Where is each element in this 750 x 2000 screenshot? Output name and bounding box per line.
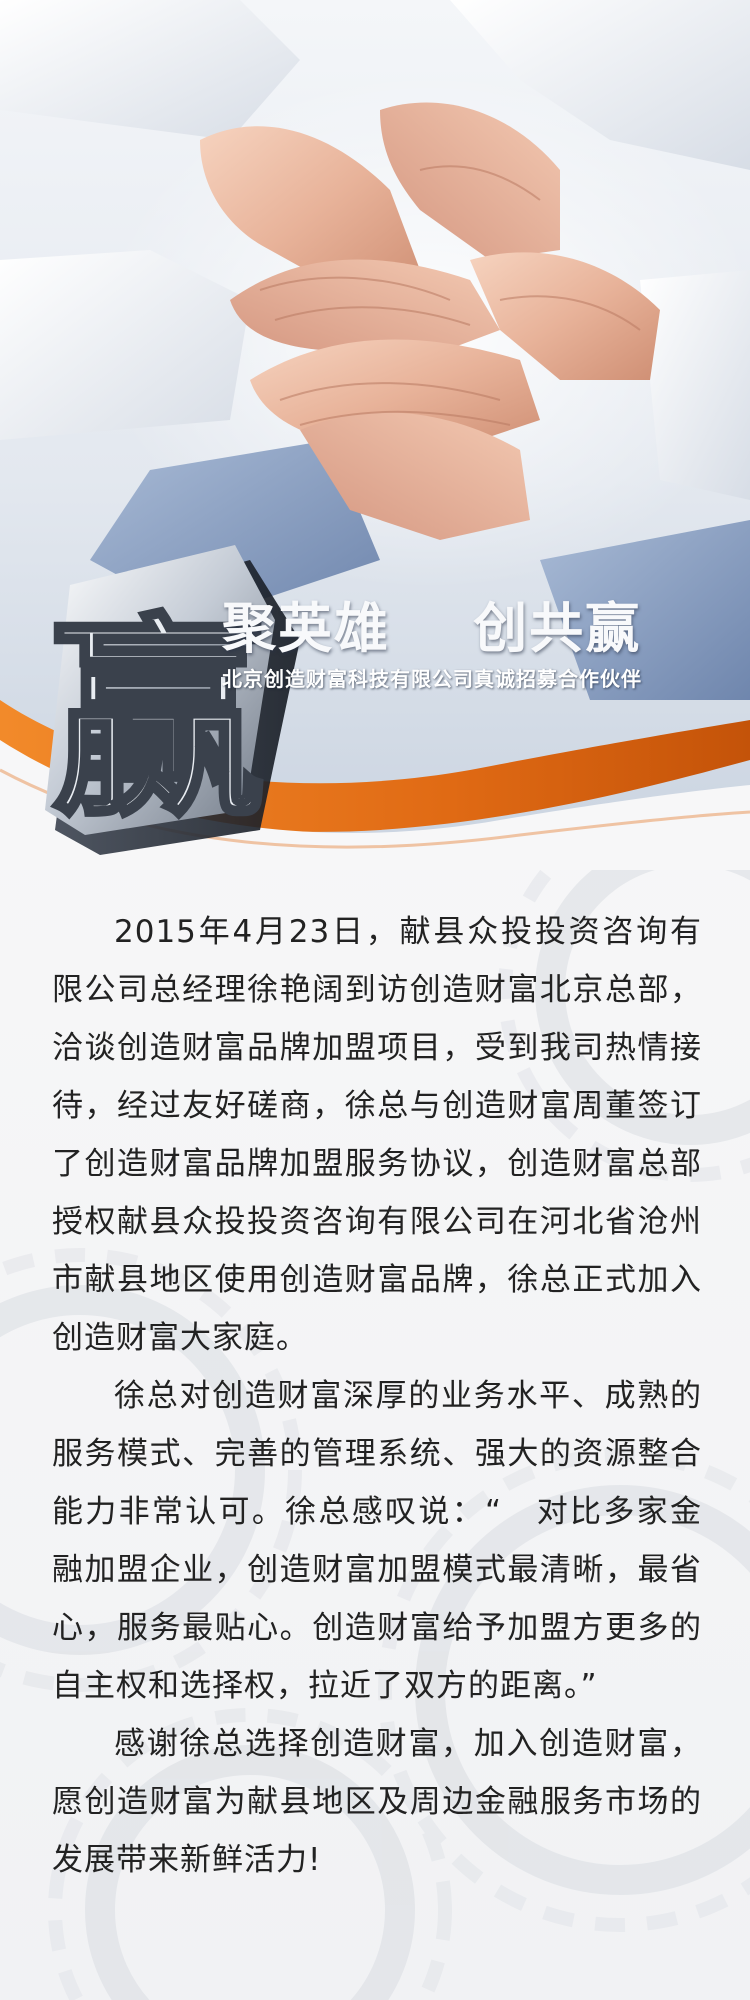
stacked-hands-image: 赢 <box>0 0 750 870</box>
article-paragraph-3: 感谢徐总选择创造财富，加入创造财富，愿创造财富为献县地区及周边金融服务市场的发展… <box>52 1726 702 1878</box>
article-body: 2015年4月23日，献县众投投资咨询有限公司总经理徐艳阔到访创造财富北京总部，… <box>52 903 702 1889</box>
article-paragraph-2: 徐总对创造财富深厚的业务水平、成熟的服务模式、完善的管理系统、强大的资源整合能力… <box>52 1378 702 1704</box>
hero-banner: 赢 聚英雄 创共赢 北京创造财富科技有限公司真诚招募合作伙伴 <box>0 0 750 870</box>
win-character-text: 赢 <box>51 595 266 846</box>
win-character-3d-icon: 赢 <box>45 545 300 855</box>
banner-subtitle: 北京创造财富科技有限公司真诚招募合作伙伴 <box>222 667 642 691</box>
article-paragraph-1: 2015年4月23日，献县众投投资咨询有限公司总经理徐艳阔到访创造财富北京总部，… <box>52 914 702 1356</box>
banner-slogan: 聚英雄 创共赢 <box>222 596 642 660</box>
